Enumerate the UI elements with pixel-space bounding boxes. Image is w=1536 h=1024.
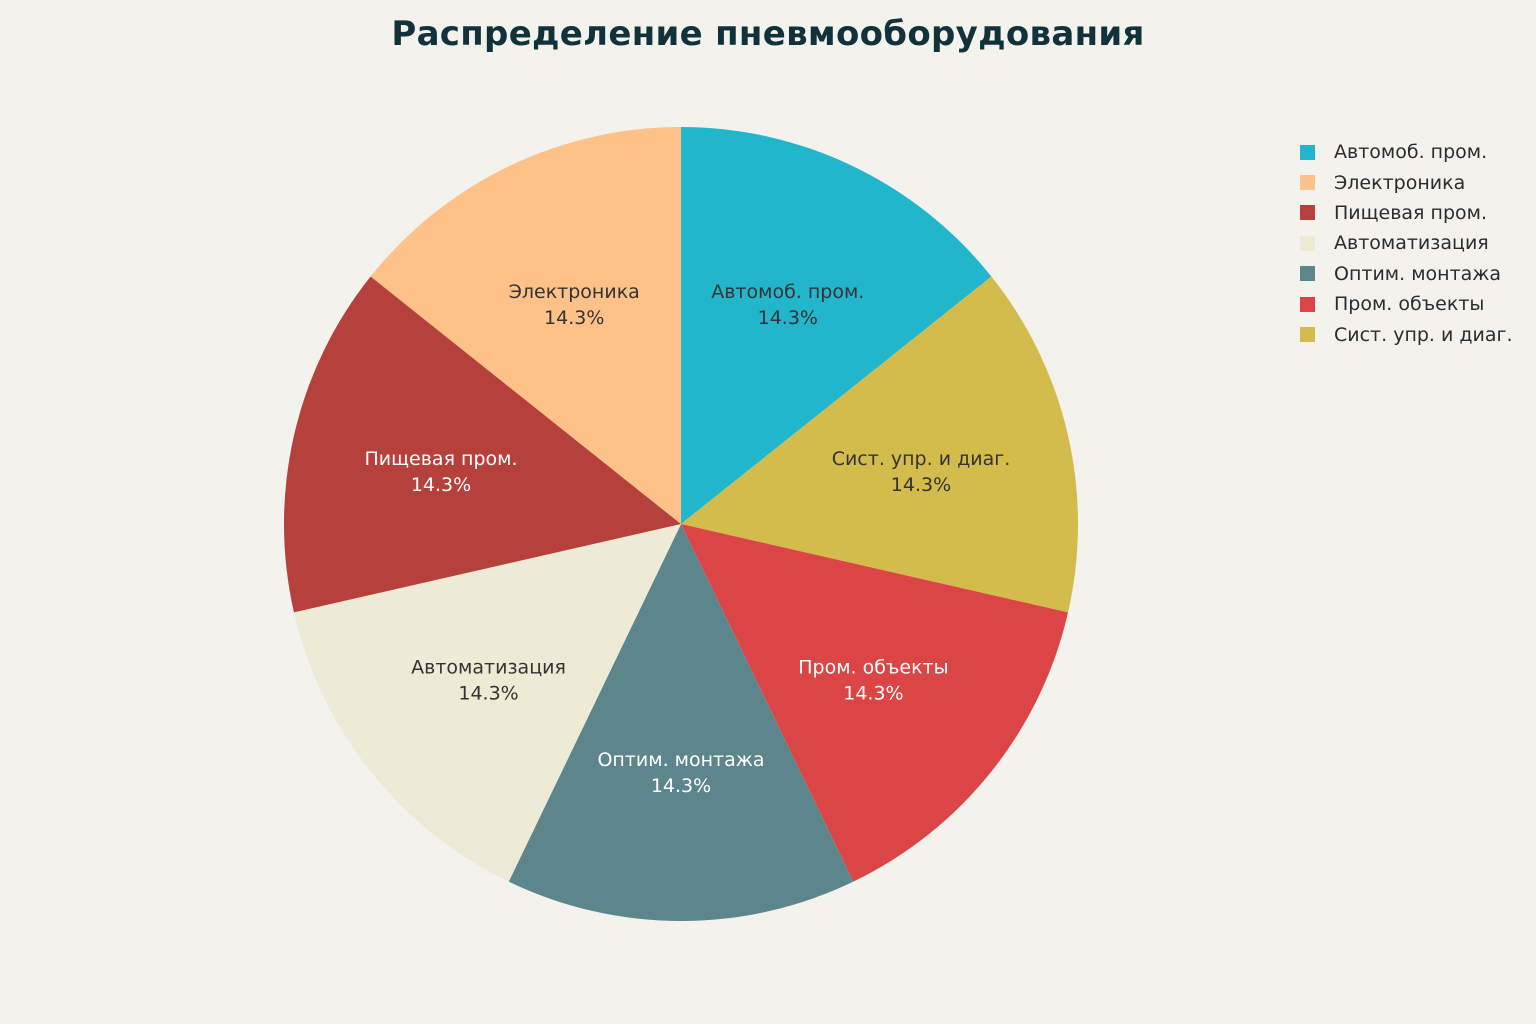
legend-label-6: Сист. упр. и диаг. [1334,323,1513,346]
pie-slice-2 [681,524,1069,882]
legend-item-3[interactable]: Автоматизация [1300,228,1513,258]
legend: Автомоб. пром. Электроника Пищевая пром. Ав… [1300,137,1513,350]
legend-item-1[interactable]: Электроника [1300,167,1513,197]
pie-slice-3 [508,524,854,921]
pie-slice-0 [681,127,992,524]
legend-item-4[interactable]: Оптим. монтажа [1300,259,1513,289]
legend-swatch-6 [1300,327,1315,343]
legend-item-2[interactable]: Пищевая пром. [1300,198,1513,228]
legend-label-1: Электроника [1334,171,1466,194]
slice-percent-3: 14.3% [651,775,711,797]
legend-item-5[interactable]: Пром. объекты [1300,289,1513,319]
legend-item-0[interactable]: Автомоб. пром. [1300,137,1513,167]
legend-swatch-4 [1300,266,1315,282]
legend-label-4: Оптим. монтажа [1334,262,1502,285]
slice-label-3: Оптим. монтажа [597,749,764,771]
slice-percent-5: 14.3% [411,474,471,496]
slice-label-6: Электроника [509,281,640,303]
legend-label-2: Пищевая пром. [1334,201,1488,224]
pie-slice-1 [681,276,1078,613]
slice-label-1: Сист. упр. и диаг. [832,448,1011,470]
slice-percent-0: 14.3% [758,307,818,329]
legend-label-3: Автоматизация [1334,232,1489,255]
slice-label-5: Пищевая пром. [365,448,518,470]
slice-label-0: Автомоб. пром. [711,281,864,303]
legend-swatch-0 [1300,144,1315,160]
legend-swatch-3 [1300,235,1315,251]
slice-percent-1: 14.3% [891,474,951,496]
slice-label-4: Автоматизация [411,656,566,678]
chart-title: Распределение пневмооборудования [391,14,1145,54]
slice-label-2: Пром. объекты [798,656,948,678]
legend-swatch-2 [1300,205,1315,221]
pie-slice-4 [293,524,681,882]
pie-slice-6 [370,127,681,524]
slice-percent-2: 14.3% [843,682,903,704]
legend-label-0: Автомоб. пром. [1334,141,1488,164]
slice-percent-6: 14.3% [544,307,604,329]
slice-percent-4: 14.3% [458,682,518,704]
legend-swatch-5 [1300,296,1315,312]
legend-swatch-1 [1300,175,1315,191]
legend-label-5: Пром. объекты [1334,293,1485,316]
pie-slice-5 [283,276,681,613]
legend-item-6[interactable]: Сист. упр. и диаг. [1300,319,1513,349]
